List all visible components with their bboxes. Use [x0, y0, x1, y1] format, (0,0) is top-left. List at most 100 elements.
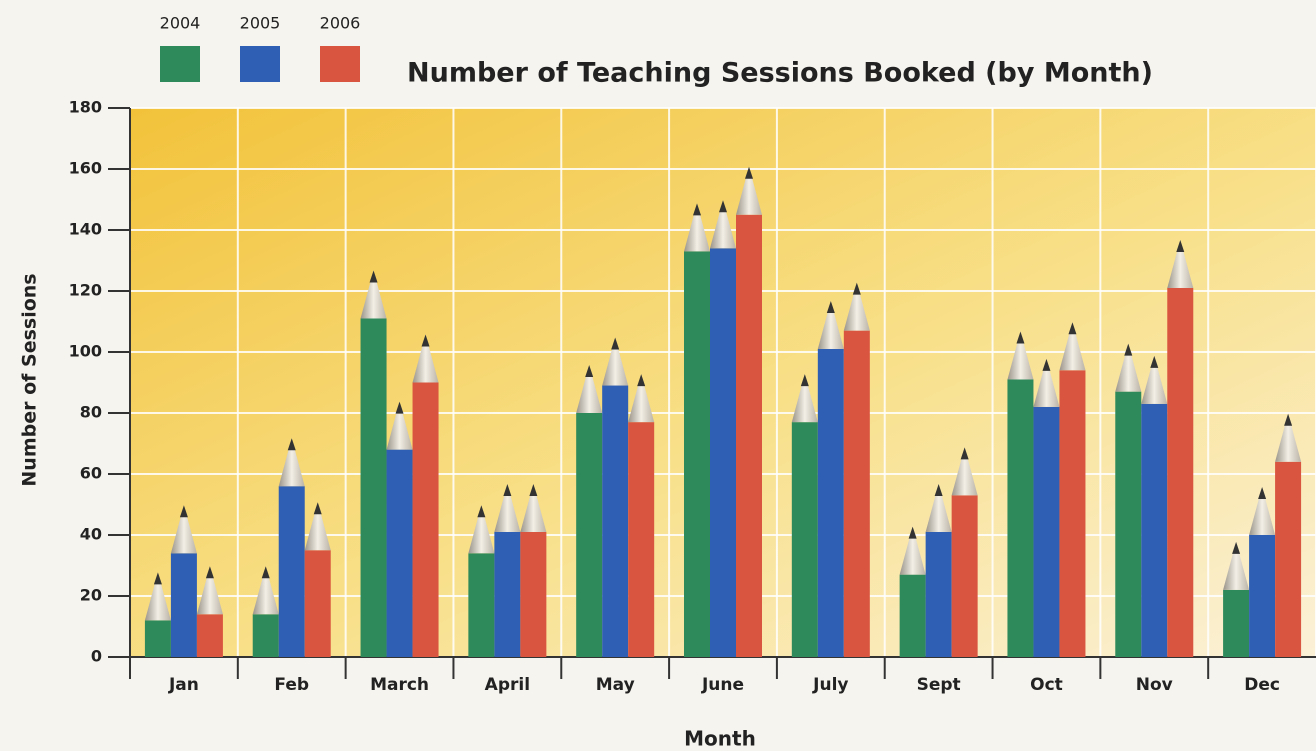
bar: [1223, 589, 1250, 657]
bar: [736, 214, 762, 657]
pencil-lead: [179, 505, 188, 518]
pencil-tip: [1033, 358, 1060, 407]
pencil-tip: [951, 447, 978, 496]
pencil-lead: [395, 401, 404, 414]
pencil-lead: [637, 374, 646, 387]
pencil-lead: [369, 270, 378, 283]
pencil-tip: [1249, 487, 1276, 535]
bar: [1141, 403, 1168, 657]
x-tick-label: March: [370, 675, 429, 695]
pencil-lead: [1258, 487, 1267, 499]
bar: [468, 553, 495, 657]
bar: [170, 553, 197, 657]
bar: [576, 413, 603, 657]
pencil-lead: [611, 337, 620, 350]
bar: [843, 330, 870, 657]
pencil-lead: [1232, 541, 1241, 554]
bar: [278, 486, 305, 657]
pencil-tip: [360, 270, 387, 319]
pencil-lead: [421, 334, 430, 347]
y-tick-label: 160: [69, 159, 102, 178]
x-tick-label: July: [812, 675, 848, 695]
pencil-tip: [817, 300, 844, 349]
y-tick-label: 20: [80, 586, 102, 605]
x-tick-label: April: [485, 675, 530, 695]
pencil-tip: [1223, 541, 1250, 590]
pencil-tip: [520, 483, 547, 532]
bar: [602, 385, 629, 657]
pencil-lead: [1042, 358, 1051, 371]
pencil-tip: [494, 483, 521, 532]
x-tick-label: Oct: [1030, 675, 1063, 695]
pencil-lead: [1016, 331, 1025, 344]
bar: [144, 620, 171, 657]
pencil-lead: [960, 447, 969, 460]
pencil-lead: [153, 572, 162, 585]
pencil-tip: [628, 374, 655, 423]
pencil-tip: [684, 203, 710, 252]
bar: [817, 348, 844, 657]
pencil-tip: [278, 438, 305, 487]
pencil-tip: [843, 282, 870, 331]
pencil-tip: [899, 526, 926, 575]
pencil-tip: [144, 572, 171, 621]
pencil-tip: [196, 566, 223, 615]
y-axis-label: Number of Sessions: [19, 273, 41, 486]
pencil-tip: [710, 200, 736, 249]
pencil-tip: [412, 334, 439, 383]
pencil-lead: [745, 166, 753, 179]
bar: [520, 531, 547, 657]
bar: [791, 422, 818, 657]
x-tick-label: Feb: [274, 675, 309, 695]
pencil-tip: [1275, 413, 1302, 462]
pencil-lead: [1124, 343, 1133, 356]
bar: [925, 531, 952, 657]
pencil-tip: [1115, 343, 1142, 392]
pencil-tip: [736, 166, 762, 215]
bar: [684, 251, 710, 657]
pencil-lead: [908, 526, 917, 539]
pencil-lead: [826, 300, 835, 313]
bar: [494, 531, 521, 657]
bar: [951, 495, 978, 657]
y-tick-label: 60: [80, 464, 102, 483]
y-tick-label: 0: [91, 647, 102, 666]
y-tick-label: 40: [80, 525, 102, 544]
y-tick-label: 140: [69, 220, 102, 239]
pencil-tip: [1007, 331, 1034, 380]
pencil-lead: [1068, 322, 1077, 335]
pencil-lead: [503, 483, 512, 496]
pencil-lead: [261, 566, 270, 579]
bar: [1275, 461, 1302, 657]
pencil-lead: [313, 502, 322, 515]
bar: [1007, 379, 1034, 657]
bar: [1059, 370, 1086, 657]
x-tick-label: Nov: [1136, 675, 1173, 695]
pencil-tip: [386, 401, 413, 450]
bar: [1167, 287, 1194, 657]
y-tick-label: 180: [69, 98, 102, 117]
pencil-tip: [1059, 322, 1086, 371]
legend-swatch: [160, 46, 200, 82]
legend-swatch: [320, 46, 360, 82]
pencil-tip: [170, 505, 197, 554]
chart-title: Number of Teaching Sessions Booked (by M…: [407, 58, 1153, 89]
pencil-tip: [304, 502, 331, 551]
legend-label: 2005: [240, 14, 281, 33]
y-tick-label: 120: [69, 281, 102, 300]
pencil-lead: [477, 505, 486, 518]
x-tick-label: Jan: [168, 675, 199, 695]
bar: [1115, 391, 1142, 657]
pencil-lead: [1176, 239, 1185, 252]
pencil-lead: [585, 365, 594, 377]
pencil-lead: [800, 374, 809, 387]
pencil-lead: [529, 483, 538, 496]
pencil-lead: [205, 566, 214, 579]
bar: [252, 614, 279, 657]
pencil-tip: [576, 365, 603, 413]
bar: [360, 318, 387, 657]
bar: [304, 550, 331, 657]
pencil-tip: [468, 505, 495, 554]
bar: [386, 449, 413, 657]
pencil-lead: [1284, 413, 1293, 426]
